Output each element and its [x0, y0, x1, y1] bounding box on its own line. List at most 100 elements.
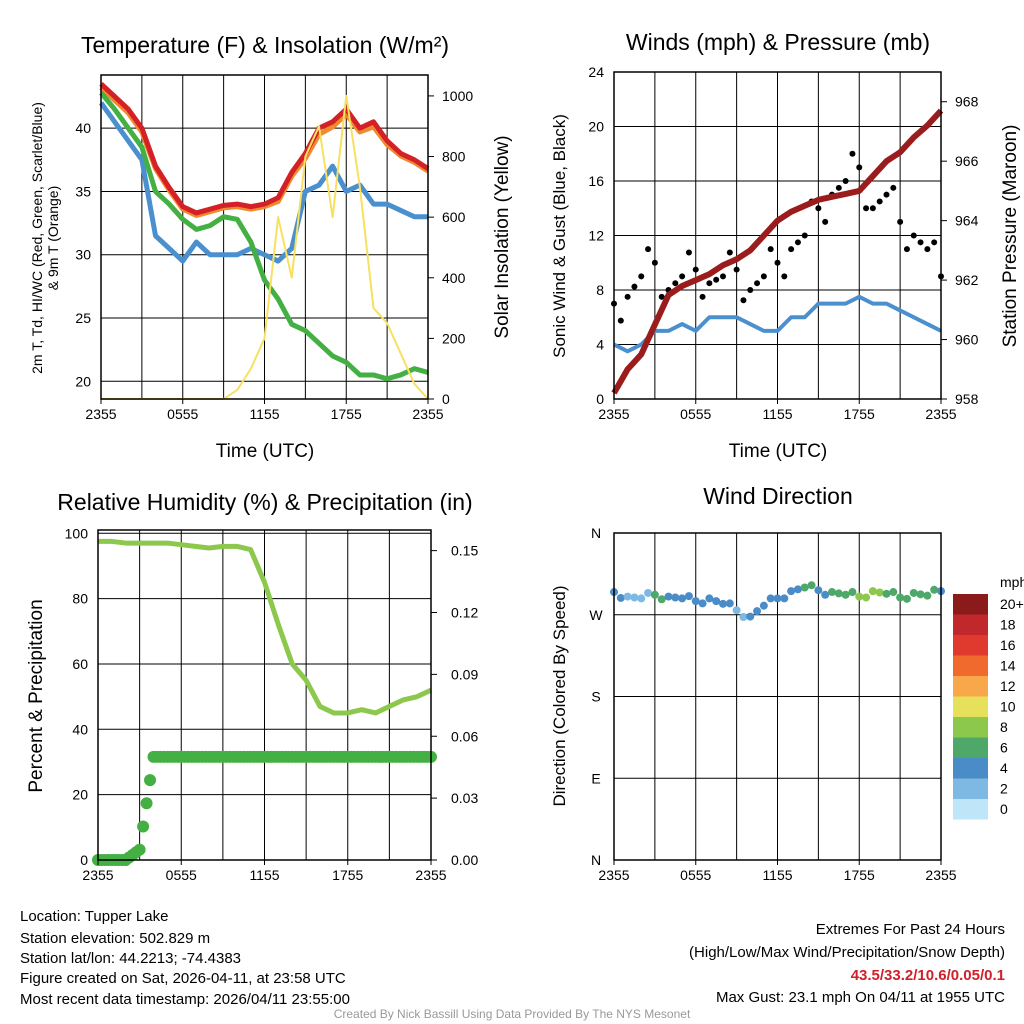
colorbar-swatch	[953, 655, 988, 676]
x-tick-label: 1155	[249, 867, 279, 883]
gust-point	[685, 249, 692, 256]
direction-point	[855, 592, 864, 601]
direction-point	[902, 594, 911, 603]
y-tick-label: 0	[596, 391, 604, 407]
temperature-panel: Temperature (F) & Insolation (W/m²) Time…	[29, 32, 513, 462]
direction-point	[644, 588, 653, 597]
gust-point	[767, 246, 774, 253]
colorbar-swatch	[953, 758, 988, 779]
y-tick-label: 16	[588, 173, 604, 189]
winds-ylabel: Sonic Wind & Gust (Blue, Black)	[550, 114, 569, 358]
gust-point	[740, 297, 747, 304]
direction-point	[650, 590, 659, 599]
gust-point	[931, 239, 938, 246]
colorbar-label: 4	[1000, 760, 1008, 776]
y-right-tick-label: 1000	[442, 88, 473, 104]
y-right-tick-label: 0.15	[451, 543, 478, 559]
gust-point	[713, 276, 720, 283]
colorbar-label: 20+	[1000, 596, 1024, 612]
wind-direction-title: Wind Direction	[703, 483, 853, 509]
direction-point	[814, 586, 823, 595]
x-tick-label: 2355	[598, 406, 629, 422]
y-tick-label: S	[591, 689, 600, 705]
x-tick-label: 1155	[762, 867, 792, 883]
x-tick-label: 1155	[762, 406, 792, 422]
plot-frame	[613, 532, 942, 861]
precip-point	[133, 843, 146, 856]
gust-point	[624, 293, 631, 300]
precip-point	[144, 774, 157, 787]
direction-point	[930, 585, 939, 594]
gust-point	[672, 280, 679, 287]
gust-point	[876, 198, 883, 205]
colorbar-label: 18	[1000, 617, 1016, 633]
direction-point	[684, 592, 693, 601]
gust-point	[890, 184, 897, 191]
y-tick-label: 80	[72, 591, 88, 607]
y-tick-label: 60	[72, 656, 88, 672]
direction-point	[834, 589, 843, 598]
wind-direction-panel: Wind Direction Direction (Colored By Spe…	[550, 483, 1024, 883]
colorbar-unit: mph	[1000, 574, 1024, 590]
colorbar-swatch	[953, 799, 988, 820]
direction-point	[623, 592, 632, 601]
plot-frame	[100, 74, 429, 400]
colorbar-label: 6	[1000, 740, 1008, 756]
winds-panel: Winds (mph) & Pressure (mb) Time (UTC) S…	[550, 29, 1021, 462]
y-right-tick-label: 958	[955, 391, 979, 407]
y-right-tick-label: 966	[955, 153, 979, 169]
direction-point	[739, 613, 748, 622]
direction-point	[698, 599, 707, 608]
gust-point	[645, 246, 652, 253]
direction-point	[678, 594, 687, 603]
x-tick-label: 2355	[925, 406, 956, 422]
y-right-tick-label: 0.06	[451, 728, 478, 744]
y-right-tick-label: 400	[442, 270, 466, 286]
direction-point	[664, 592, 673, 601]
y-right-tick-label: 964	[955, 213, 979, 229]
gust-point	[856, 164, 863, 171]
wind-direction-ylabel: Direction (Colored By Speed)	[550, 585, 569, 806]
y-tick-label: 0	[80, 852, 88, 868]
gust-point	[801, 232, 808, 239]
y-right-tick-label: 960	[955, 332, 979, 348]
gust-point	[760, 273, 767, 280]
direction-point	[916, 590, 925, 599]
x-tick-label: 0555	[680, 406, 711, 422]
temperature-xlabel: Time (UTC)	[216, 441, 315, 462]
direction-point	[787, 587, 796, 596]
x-tick-label: 0555	[166, 867, 197, 883]
pressure-line	[611, 108, 944, 395]
direction-point	[719, 599, 727, 608]
plot-frame	[97, 529, 432, 861]
direction-point	[705, 594, 714, 603]
y-tick-label: 30	[75, 247, 91, 263]
direction-point	[637, 594, 646, 603]
y-right-tick-label: 200	[442, 330, 466, 346]
gust-point	[788, 246, 795, 253]
temperature-series-line	[99, 91, 429, 382]
colorbar-label: 2	[1000, 781, 1008, 797]
extremes-legend: (High/Low/Max Wind/Precipitation/Snow De…	[689, 944, 1005, 961]
y-tick-label: E	[591, 770, 600, 786]
temperature-ylabel-2: & 9m T (Orange)	[45, 186, 61, 291]
colorbar-label: 16	[1000, 637, 1016, 653]
y-tick-label: 20	[75, 373, 91, 389]
x-tick-label: 1755	[331, 406, 362, 422]
x-tick-label: 1755	[332, 867, 363, 883]
direction-point	[630, 593, 639, 602]
direction-point	[759, 601, 768, 610]
gust-point	[720, 273, 726, 280]
direction-point	[657, 595, 666, 604]
plot-area	[92, 530, 437, 866]
gust-point	[910, 232, 917, 239]
gust-point	[699, 293, 706, 300]
gust-point	[897, 218, 904, 225]
direction-point	[821, 590, 830, 599]
gust-point	[822, 218, 829, 225]
direction-point	[896, 593, 905, 602]
x-tick-label: 1755	[844, 406, 875, 422]
y-tick-label: 20	[588, 119, 604, 135]
direction-point	[773, 594, 782, 603]
direction-point	[746, 612, 755, 621]
